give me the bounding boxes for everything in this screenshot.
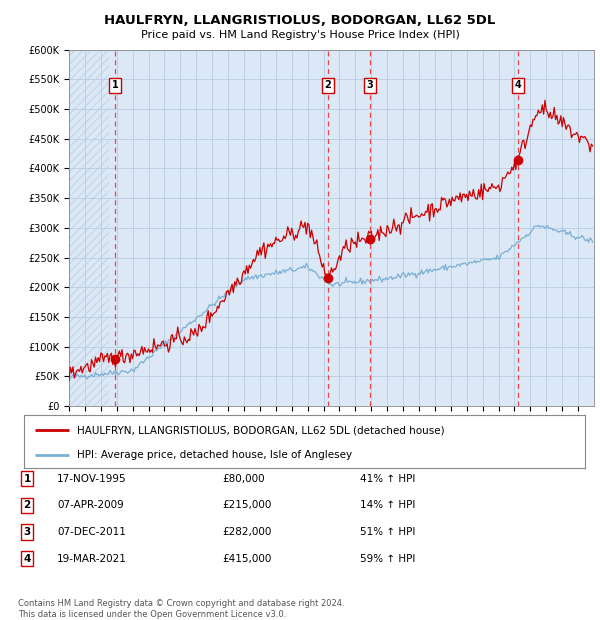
Text: 19-MAR-2021: 19-MAR-2021 bbox=[57, 554, 127, 564]
Text: Price paid vs. HM Land Registry's House Price Index (HPI): Price paid vs. HM Land Registry's House … bbox=[140, 30, 460, 40]
Text: 2: 2 bbox=[23, 500, 31, 510]
Text: HPI: Average price, detached house, Isle of Anglesey: HPI: Average price, detached house, Isle… bbox=[77, 450, 352, 460]
Text: HAULFRYN, LLANGRISTIOLUS, BODORGAN, LL62 5DL (detached house): HAULFRYN, LLANGRISTIOLUS, BODORGAN, LL62… bbox=[77, 425, 445, 435]
Text: 4: 4 bbox=[515, 80, 521, 91]
Text: 07-APR-2009: 07-APR-2009 bbox=[57, 500, 124, 510]
Text: 3: 3 bbox=[23, 527, 31, 537]
Text: 2: 2 bbox=[325, 80, 331, 91]
Text: £80,000: £80,000 bbox=[222, 474, 265, 484]
Text: 59% ↑ HPI: 59% ↑ HPI bbox=[360, 554, 415, 564]
Text: £415,000: £415,000 bbox=[222, 554, 271, 564]
Text: £282,000: £282,000 bbox=[222, 527, 271, 537]
Text: HAULFRYN, LLANGRISTIOLUS, BODORGAN, LL62 5DL: HAULFRYN, LLANGRISTIOLUS, BODORGAN, LL62… bbox=[104, 14, 496, 27]
Text: 14% ↑ HPI: 14% ↑ HPI bbox=[360, 500, 415, 510]
Text: 1: 1 bbox=[112, 80, 118, 91]
Text: 51% ↑ HPI: 51% ↑ HPI bbox=[360, 527, 415, 537]
Text: 3: 3 bbox=[367, 80, 374, 91]
Text: 07-DEC-2011: 07-DEC-2011 bbox=[57, 527, 126, 537]
Text: 41% ↑ HPI: 41% ↑ HPI bbox=[360, 474, 415, 484]
Text: £215,000: £215,000 bbox=[222, 500, 271, 510]
Text: 17-NOV-1995: 17-NOV-1995 bbox=[57, 474, 127, 484]
Text: 4: 4 bbox=[23, 554, 31, 564]
Text: 1: 1 bbox=[23, 474, 31, 484]
Text: Contains HM Land Registry data © Crown copyright and database right 2024.
This d: Contains HM Land Registry data © Crown c… bbox=[18, 600, 344, 619]
